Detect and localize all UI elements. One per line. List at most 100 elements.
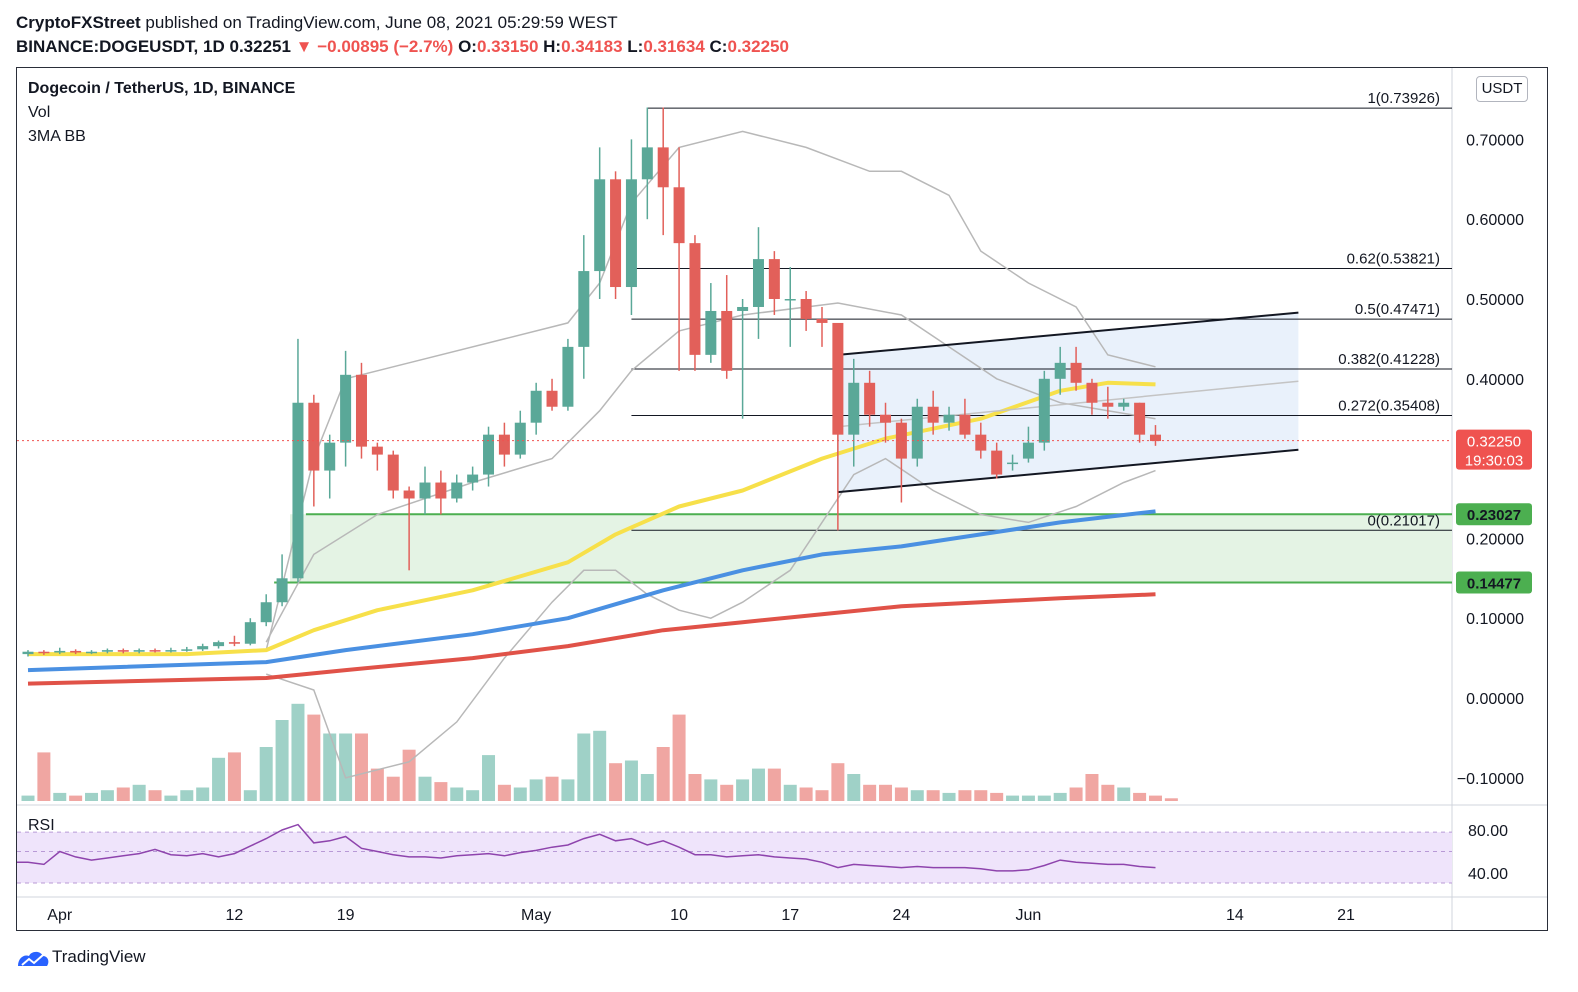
volume-bar <box>21 795 35 801</box>
candle-body <box>594 179 606 272</box>
low-label: L: <box>627 37 644 56</box>
candle-body <box>768 259 780 299</box>
candle-body <box>721 310 733 371</box>
candle-body <box>419 482 431 499</box>
volume-bar <box>1148 795 1162 801</box>
candle-body <box>308 402 320 471</box>
fib-level-label: 0.5(0.47471) <box>1355 301 1440 318</box>
volume-bar <box>656 747 670 801</box>
candle-body <box>514 422 526 455</box>
volume-bar <box>53 792 67 801</box>
volume-bar <box>69 795 83 801</box>
volume-bar <box>85 792 99 801</box>
volume-bar <box>672 714 686 801</box>
price-axis-tick: 0.00000 <box>1466 691 1524 708</box>
volume-bar <box>513 787 527 801</box>
candle-body <box>752 259 764 307</box>
candle-body <box>864 382 876 415</box>
volume-bar <box>386 776 400 801</box>
candle-body <box>1054 362 1066 379</box>
volume-bar <box>577 733 591 801</box>
candles <box>22 107 1161 657</box>
fib-level-label: 0(0.21017) <box>1367 512 1440 529</box>
candle-body <box>610 179 622 288</box>
tradingview-logo-icon[interactable] <box>16 948 50 970</box>
volume-bar <box>450 787 464 801</box>
candle-body <box>435 482 447 499</box>
candle-body <box>705 310 717 355</box>
pair-title[interactable]: Dogecoin / TetherUS, 1D, BINANCE <box>28 80 296 97</box>
volume-bar <box>593 730 607 801</box>
support-zone-tag-label: 0.14477 <box>1467 575 1521 592</box>
candle-body <box>1149 434 1161 442</box>
channel-lower-line <box>837 448 1299 494</box>
author-name[interactable]: CryptoFXStreet <box>16 13 141 32</box>
time-axis[interactable]: Apr 12 19 May 10 17 24 Jun 14 21 <box>47 907 1355 924</box>
time-axis-tick: 17 <box>781 907 799 924</box>
candle-body <box>911 406 923 459</box>
currency-button[interactable]: USDT <box>1476 76 1528 102</box>
current-price-tag <box>1456 429 1532 470</box>
volume-bar <box>370 768 384 801</box>
candle-body <box>101 650 113 652</box>
volume-bar <box>1101 784 1115 801</box>
fib-level-label: 0.62(0.53821) <box>1347 251 1440 268</box>
volume-bar <box>1053 792 1067 801</box>
volume-bar <box>1037 795 1051 801</box>
volume-bar <box>704 779 718 801</box>
bollinger-line <box>265 457 1156 779</box>
price-axis-tick: 0.60000 <box>1466 212 1524 229</box>
moving-average-line <box>27 592 1156 686</box>
rsi-axis-tick: 40.00 <box>1468 866 1508 883</box>
volume-bar <box>942 792 956 801</box>
candle-body <box>562 346 574 407</box>
support-zone-tag <box>1456 503 1532 526</box>
volume-bar <box>1021 795 1035 801</box>
volume-bar <box>37 752 51 801</box>
price-axis-tick: 0.70000 <box>1466 132 1524 149</box>
footer-brand[interactable]: TradingView <box>52 947 146 966</box>
price-axis[interactable]: 0.32250 19:30:03 0.70000 0.60000 0.50000 0.40… <box>1456 132 1532 788</box>
candle-body <box>403 490 415 499</box>
channel-fill <box>837 312 1299 493</box>
volume-bar <box>291 703 305 801</box>
candle-body <box>641 147 653 180</box>
volume-bar <box>720 784 734 801</box>
volume-bar <box>354 733 368 801</box>
volume-bar <box>910 790 924 801</box>
candle-body <box>832 322 844 435</box>
time-axis-tick: 21 <box>1337 907 1355 924</box>
rsi-legend[interactable]: RSI <box>28 817 55 834</box>
bb-legend[interactable]: 3MA BB <box>28 128 86 145</box>
volume-bar <box>831 763 845 801</box>
candle-body <box>673 187 685 244</box>
volume-bar <box>894 787 908 801</box>
candle-body <box>546 390 558 407</box>
volume-bar <box>100 790 114 801</box>
candle-body <box>498 434 510 455</box>
volume-bar <box>879 784 893 801</box>
volume-bar <box>275 720 289 801</box>
candle-body <box>197 646 209 650</box>
volume-bar <box>958 790 972 801</box>
price-axis-tick: 0.20000 <box>1466 531 1524 548</box>
volume-bar <box>529 779 543 801</box>
volume-legend[interactable]: Vol <box>28 104 51 121</box>
candle-body <box>737 306 749 311</box>
candle-body <box>451 482 463 499</box>
open-label: O: <box>458 37 477 56</box>
candle-body <box>1134 402 1146 435</box>
candle-body <box>117 650 129 652</box>
price-axis-tick: 0.40000 <box>1466 372 1524 389</box>
candle-body <box>880 414 892 423</box>
price-axis-tick: 0.50000 <box>1466 292 1524 309</box>
volume-bar <box>624 760 638 801</box>
candle-body <box>228 642 240 644</box>
volume-bar <box>148 790 162 801</box>
candle-body <box>1022 442 1034 459</box>
volume-bar <box>132 784 146 801</box>
volume-bar <box>323 733 337 801</box>
candle-body <box>1086 382 1098 403</box>
candle-body <box>800 299 812 319</box>
